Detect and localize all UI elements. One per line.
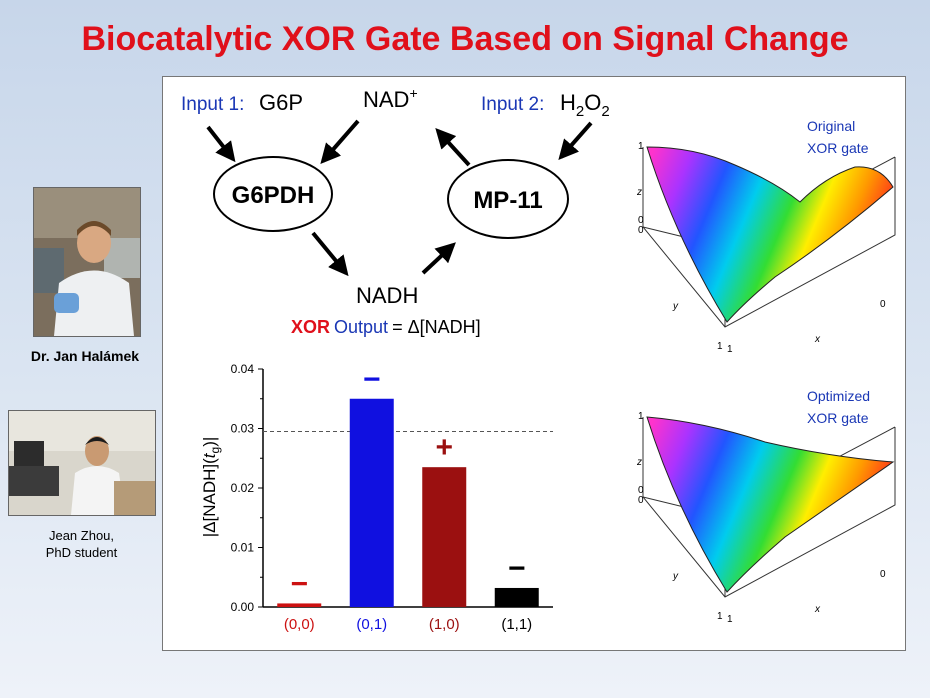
surface-one-a: 1	[717, 611, 723, 622]
input2-h: H	[560, 90, 576, 115]
surface-title-line1: Optimized	[807, 388, 870, 404]
caption-jan-halamek: Dr. Jan Halámek	[30, 348, 140, 364]
enzyme1-label: G6PDH	[232, 182, 315, 209]
output-line: XOR Output = Δ[NADH]	[291, 317, 481, 337]
bar-sign-label: −	[508, 552, 526, 585]
caption-jean-zhou: Jean Zhou, PhD student	[4, 527, 159, 561]
bar-sign-label: +	[435, 431, 453, 464]
surface-y-label: y	[672, 301, 679, 312]
surface-zero-1: 0	[638, 485, 644, 496]
x-tick-label: (0,1)	[356, 616, 387, 633]
g6pdh-ellipse	[213, 156, 333, 232]
surface-x-zero: 0	[880, 299, 886, 310]
surface-title-line1: Original	[807, 118, 855, 134]
arrow-g6p-to-g6pdh	[206, 125, 236, 163]
bar-3	[494, 587, 539, 607]
slide-title: Biocatalytic XOR Gate Based on Signal Ch…	[81, 20, 849, 58]
figure-svg: Input 1: G6P NAD+ Input 2: H2O2 G6PDH MP…	[181, 85, 896, 633]
input2-sub: 2	[576, 103, 584, 120]
surface-x-label: x	[814, 334, 821, 345]
photo-jean-zhou	[8, 410, 156, 516]
x-tick-label: (1,1)	[501, 616, 532, 633]
chart-ylabel: |Δ[NADH](tg)|	[200, 437, 222, 538]
surface-one-b: 1	[727, 614, 733, 625]
output-xor: XOR	[291, 317, 330, 337]
nadh-label: NADH	[356, 283, 418, 308]
person-photo-icon	[9, 411, 155, 515]
input1-value: G6P	[259, 90, 303, 115]
nad-plus-label: NAD+	[363, 85, 418, 112]
y-tick-label: 0.03	[231, 422, 255, 436]
scheme-arrows	[206, 119, 593, 277]
input2-o: O	[584, 90, 601, 115]
bar-0	[277, 603, 322, 607]
caption-jean-zhou-name: Jean Zhou,	[48, 528, 115, 543]
caption-jean-zhou-role: PhD student	[45, 545, 118, 560]
x-tick-label: (0,0)	[284, 616, 315, 633]
surface-title-line2: XOR gate	[807, 410, 869, 426]
surface-zero-1: 0	[638, 215, 644, 226]
photo-jan-halamek	[33, 187, 141, 337]
enzyme2-label: MP-11	[473, 187, 542, 214]
y-tick-label: 0.02	[231, 481, 255, 495]
bar-chart: |Δ[NADH](tg)| 0.00 0.01 0.02 0.03 0.04 (0,0) −…	[200, 362, 553, 633]
bar-sign-label: −	[363, 363, 381, 396]
output-label: Output	[334, 317, 388, 337]
arrow-g6pdh-to-nadh	[311, 231, 349, 277]
surface-zero-2: 0	[638, 225, 644, 236]
surface-x-label: x	[814, 604, 821, 615]
bar-2	[422, 467, 467, 607]
bar-1	[349, 398, 394, 607]
y-tick-label: 0.00	[231, 600, 255, 614]
surface-y-label: y	[672, 571, 679, 582]
surface-z-label: z	[636, 187, 642, 198]
input2-label: Input 2:	[481, 94, 544, 115]
arrow-nad-to-g6pdh	[320, 119, 360, 165]
surface-one-a: 1	[717, 341, 723, 352]
y-tick-label: 0.04	[231, 362, 255, 376]
arrow-nadh-to-mp11	[421, 242, 456, 275]
nad-plus-sup: +	[409, 85, 417, 101]
surface-mesh	[646, 146, 894, 323]
surface-title-line2: XOR gate	[807, 140, 869, 156]
y-tick-label: 0.01	[231, 541, 255, 555]
surface-z-label: z	[636, 457, 642, 468]
person-photo-icon	[34, 188, 140, 336]
input1-label: Input 1:	[181, 94, 244, 115]
x-tick-label: (1,0)	[429, 616, 460, 633]
reaction-scheme: Input 1: G6P NAD+ Input 2: H2O2 G6PDH MP…	[181, 85, 610, 337]
mp11-ellipse	[447, 159, 569, 239]
main-figure-panel: Input 1: G6P NAD+ Input 2: H2O2 G6PDH MP…	[162, 76, 906, 651]
nad-plus-text: NAD	[363, 87, 409, 112]
surface-mesh	[646, 416, 895, 593]
arrow-mp11-to-nad	[435, 128, 471, 167]
surface-one-b: 1	[727, 344, 733, 355]
input2-subb: 2	[601, 103, 609, 120]
bar-sign-label: −	[290, 567, 308, 600]
output-eq: = Δ[NADH]	[392, 317, 481, 337]
arrow-h2o2-to-mp11	[558, 121, 593, 160]
surface-z-top: 1	[638, 411, 644, 422]
input2-value: H2O2	[560, 90, 610, 120]
surface-zero-2: 0	[638, 495, 644, 506]
surface-x-zero: 0	[880, 569, 886, 580]
surface-z-top: 1	[638, 141, 644, 152]
